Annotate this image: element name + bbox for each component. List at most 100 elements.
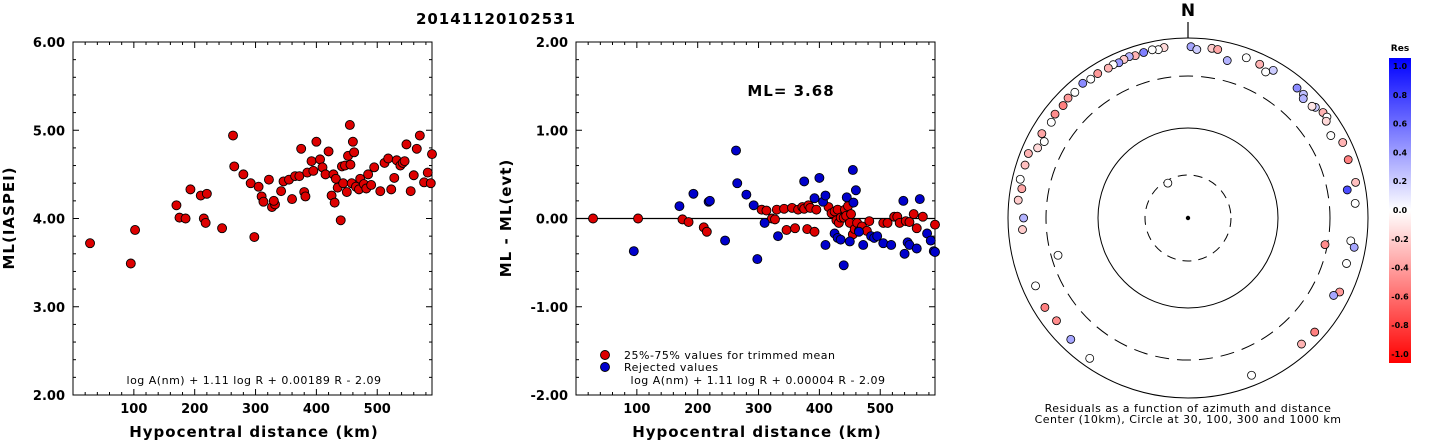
station-residual-point — [1351, 177, 1360, 187]
ml-residual-equation: log A(nm) + 1.11 log R + 0.00004 R - 2.0… — [631, 374, 886, 387]
data-point — [799, 176, 810, 187]
station-residual-point — [1163, 178, 1173, 188]
data-point — [835, 234, 846, 245]
data-point — [820, 240, 831, 250]
data-point — [914, 194, 925, 205]
colorbar-tick-label: 0.0 — [1393, 206, 1408, 215]
data-point — [185, 184, 196, 195]
colorbar-tick-label: -0.2 — [1391, 235, 1409, 244]
station-residual-point — [1292, 83, 1302, 93]
data-point — [858, 240, 869, 250]
x-tick-label: 200 — [181, 402, 208, 417]
data-point — [308, 165, 319, 176]
data-point — [369, 162, 380, 173]
data-point — [847, 165, 858, 175]
station-residual-point — [1086, 74, 1096, 84]
station-residual-point — [1321, 116, 1331, 126]
x-tick-label: 400 — [806, 402, 833, 417]
ml-iaspei-x-axis-label: Hypocentral distance (km) — [129, 423, 379, 441]
data-point — [878, 238, 889, 249]
data-point — [633, 213, 644, 224]
ml-residual-y-axis-label: ML - ML(evt) — [497, 159, 515, 277]
data-point — [904, 217, 915, 227]
data-point — [628, 246, 639, 257]
station-residual-point — [1297, 339, 1306, 349]
data-point — [249, 232, 260, 242]
station-residual-point — [1320, 240, 1330, 250]
polar-caption-line1: Residuals as a function of azimuth and d… — [1045, 402, 1332, 415]
data-point — [287, 194, 298, 205]
data-point — [850, 185, 861, 196]
station-residual-point — [1046, 117, 1056, 127]
y-tick-label: 4.00 — [33, 213, 65, 228]
data-point — [276, 186, 287, 197]
station-residual-point — [1338, 138, 1348, 147]
data-point — [228, 130, 238, 141]
colorbar-tick-label: 0.2 — [1393, 177, 1407, 186]
x-tick-label: 300 — [242, 402, 269, 417]
y-tick-label: -2.00 — [531, 389, 568, 404]
station-residual-point — [1018, 225, 1027, 234]
station-residual-point — [1192, 45, 1202, 54]
data-point — [399, 156, 410, 167]
data-point — [180, 213, 191, 224]
data-point — [414, 130, 425, 141]
data-point — [366, 180, 377, 190]
ring-100km — [1097, 127, 1279, 309]
ml-iaspei-points — [85, 120, 437, 269]
station-residual-point — [1255, 59, 1265, 69]
event-title: 20141120102531 — [416, 10, 576, 28]
center-marker — [1185, 215, 1191, 221]
station-residual-point — [1103, 63, 1113, 73]
station-residual-point — [1037, 129, 1047, 139]
data-point — [853, 226, 864, 237]
data-point — [338, 178, 349, 189]
data-point — [925, 235, 936, 246]
station-residual-point — [1020, 160, 1030, 170]
ml-iaspei-plot-frame — [72, 41, 433, 396]
station-residual-point — [1213, 45, 1223, 54]
data-point — [422, 167, 433, 178]
ml-iaspei-panel: 2.00 3.00 4.00 5.00 6.00 100 200 300 400 500 log… — [0, 36, 437, 441]
data-point — [263, 174, 274, 185]
data-point — [930, 247, 940, 257]
y-tick-label: 6.00 — [33, 36, 65, 51]
data-point — [268, 195, 279, 206]
data-point — [704, 195, 715, 206]
data-point — [85, 238, 95, 249]
ring-30km — [1144, 174, 1232, 262]
data-point — [347, 136, 358, 147]
station-residual-point — [1093, 69, 1103, 78]
data-point — [841, 192, 852, 203]
data-point — [258, 196, 269, 207]
station-residual-point — [1342, 259, 1351, 268]
station-residual-point — [1329, 291, 1339, 300]
colorbar: Res 1.0 0.8 0.6 0.4 0.2 0.0 -0.2 -0.4 -0.6 -0.8 -1… — [1389, 44, 1411, 363]
colorbar-tick-label: -0.8 — [1391, 321, 1409, 330]
polar-caption-line2: Center (10km), Circle at 30, 100, 300 an… — [1035, 413, 1342, 426]
station-residual-point — [1058, 101, 1068, 110]
data-point — [217, 223, 228, 234]
data-point — [809, 226, 820, 237]
data-point — [781, 225, 792, 235]
data-point — [345, 159, 356, 170]
station-residual-point — [1015, 174, 1025, 184]
ring-300km — [1045, 75, 1331, 361]
station-residual-point — [1063, 93, 1073, 103]
station-residual-point — [1040, 303, 1050, 312]
station-residual-point — [1268, 65, 1278, 75]
y-tick-label: 2.00 — [536, 36, 568, 51]
data-point — [872, 231, 883, 242]
data-point — [349, 147, 360, 158]
data-point — [886, 240, 897, 250]
station-residual-point — [1085, 353, 1095, 363]
data-point — [790, 223, 801, 234]
colorbar-tick-label: 0.6 — [1393, 120, 1408, 129]
x-tick-label: 100 — [120, 402, 147, 417]
data-point — [296, 143, 307, 154]
data-point — [911, 243, 922, 254]
colorbar-tick-label: 0.8 — [1393, 91, 1408, 100]
data-point — [838, 260, 849, 271]
data-point — [814, 172, 825, 183]
